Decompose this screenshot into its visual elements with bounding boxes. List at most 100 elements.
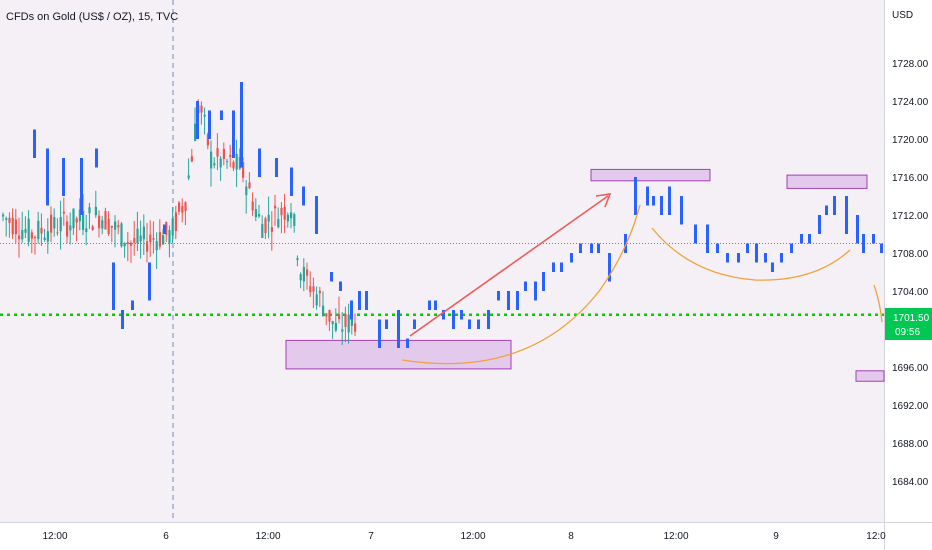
candle[interactable] (229, 144, 232, 168)
candle[interactable] (181, 198, 184, 223)
candle[interactable] (43, 229, 46, 242)
time-axis-panel[interactable] (0, 522, 884, 550)
candle[interactable] (206, 132, 209, 150)
candle[interactable] (216, 133, 219, 171)
candle[interactable] (254, 198, 257, 222)
candle[interactable] (347, 303, 350, 344)
candle[interactable] (309, 271, 312, 298)
candle[interactable] (341, 312, 344, 345)
candle[interactable] (136, 211, 139, 252)
candle[interactable] (14, 208, 17, 244)
candle[interactable] (37, 211, 40, 244)
candle[interactable] (168, 225, 171, 258)
candle[interactable] (8, 212, 11, 238)
candle[interactable] (235, 139, 238, 188)
candle[interactable] (286, 212, 289, 228)
candle[interactable] (277, 207, 280, 229)
candle[interactable] (117, 220, 120, 235)
candle[interactable] (190, 148, 193, 163)
candle[interactable] (120, 221, 123, 248)
candle[interactable] (238, 148, 241, 171)
candle[interactable] (315, 286, 318, 310)
candle[interactable] (27, 210, 30, 247)
candle[interactable] (322, 291, 325, 317)
candle[interactable] (171, 206, 174, 244)
candle[interactable] (142, 214, 145, 255)
candle[interactable] (24, 216, 27, 239)
candle[interactable] (232, 160, 235, 172)
candle[interactable] (270, 211, 273, 251)
rounding-bottom-curve[interactable] (401, 204, 641, 365)
candle[interactable] (210, 140, 213, 187)
candle[interactable] (187, 158, 190, 181)
candle[interactable] (53, 208, 56, 237)
candle[interactable] (290, 202, 293, 229)
candle[interactable] (91, 224, 94, 231)
plot-area[interactable] (0, 0, 884, 522)
candle[interactable] (5, 216, 8, 237)
candle[interactable] (280, 202, 283, 234)
candle[interactable] (56, 218, 59, 236)
candle[interactable] (213, 157, 216, 169)
candle[interactable] (296, 255, 299, 267)
candle[interactable] (152, 221, 155, 254)
candle[interactable] (72, 208, 75, 236)
candle[interactable] (146, 222, 149, 263)
candle[interactable] (2, 212, 5, 222)
candle[interactable] (261, 215, 264, 239)
candle[interactable] (21, 211, 24, 243)
current-price-tag[interactable]: 1701.50 09:56 (885, 308, 932, 340)
candle[interactable] (248, 172, 251, 190)
candle[interactable] (158, 219, 161, 250)
candle[interactable] (40, 213, 43, 246)
candle[interactable] (184, 201, 187, 226)
candle[interactable] (165, 221, 168, 243)
candle[interactable] (328, 309, 331, 332)
candle[interactable] (267, 196, 270, 239)
candle[interactable] (46, 218, 49, 254)
target-zone-2[interactable] (786, 174, 868, 189)
candle[interactable] (104, 207, 107, 230)
projection-curve[interactable] (873, 284, 883, 323)
candle[interactable] (331, 320, 334, 340)
candle[interactable] (18, 217, 21, 258)
candle[interactable] (306, 262, 309, 290)
target-zone-1[interactable] (590, 168, 711, 182)
candle[interactable] (130, 240, 133, 263)
price-axis-panel[interactable] (884, 0, 932, 550)
candle[interactable] (11, 208, 14, 239)
projection-arrow[interactable] (409, 195, 609, 337)
candle[interactable] (219, 156, 222, 181)
candle[interactable] (50, 206, 53, 243)
candle[interactable] (258, 204, 261, 219)
candle[interactable] (34, 235, 37, 255)
candle[interactable] (155, 232, 158, 270)
candle[interactable] (200, 101, 203, 125)
candle[interactable] (325, 313, 328, 326)
candle[interactable] (98, 210, 101, 238)
candle[interactable] (334, 308, 337, 333)
candle[interactable] (88, 202, 91, 229)
candle[interactable] (251, 192, 254, 217)
candle[interactable] (107, 211, 110, 237)
candle[interactable] (66, 215, 69, 244)
candle[interactable] (94, 190, 97, 218)
candle[interactable] (318, 286, 321, 308)
candle[interactable] (312, 277, 315, 309)
candle[interactable] (101, 215, 104, 235)
candle[interactable] (222, 142, 225, 166)
candle[interactable] (114, 215, 117, 248)
candle[interactable] (245, 179, 248, 214)
candle[interactable] (126, 231, 129, 262)
candle[interactable] (110, 225, 113, 243)
candle[interactable] (264, 216, 267, 239)
candle[interactable] (133, 220, 136, 256)
candle[interactable] (226, 158, 229, 169)
candle[interactable] (62, 197, 65, 226)
candle[interactable] (174, 205, 177, 239)
candle[interactable] (283, 193, 286, 234)
candle[interactable] (149, 220, 152, 257)
candle[interactable] (30, 229, 33, 254)
candle[interactable] (69, 212, 72, 245)
